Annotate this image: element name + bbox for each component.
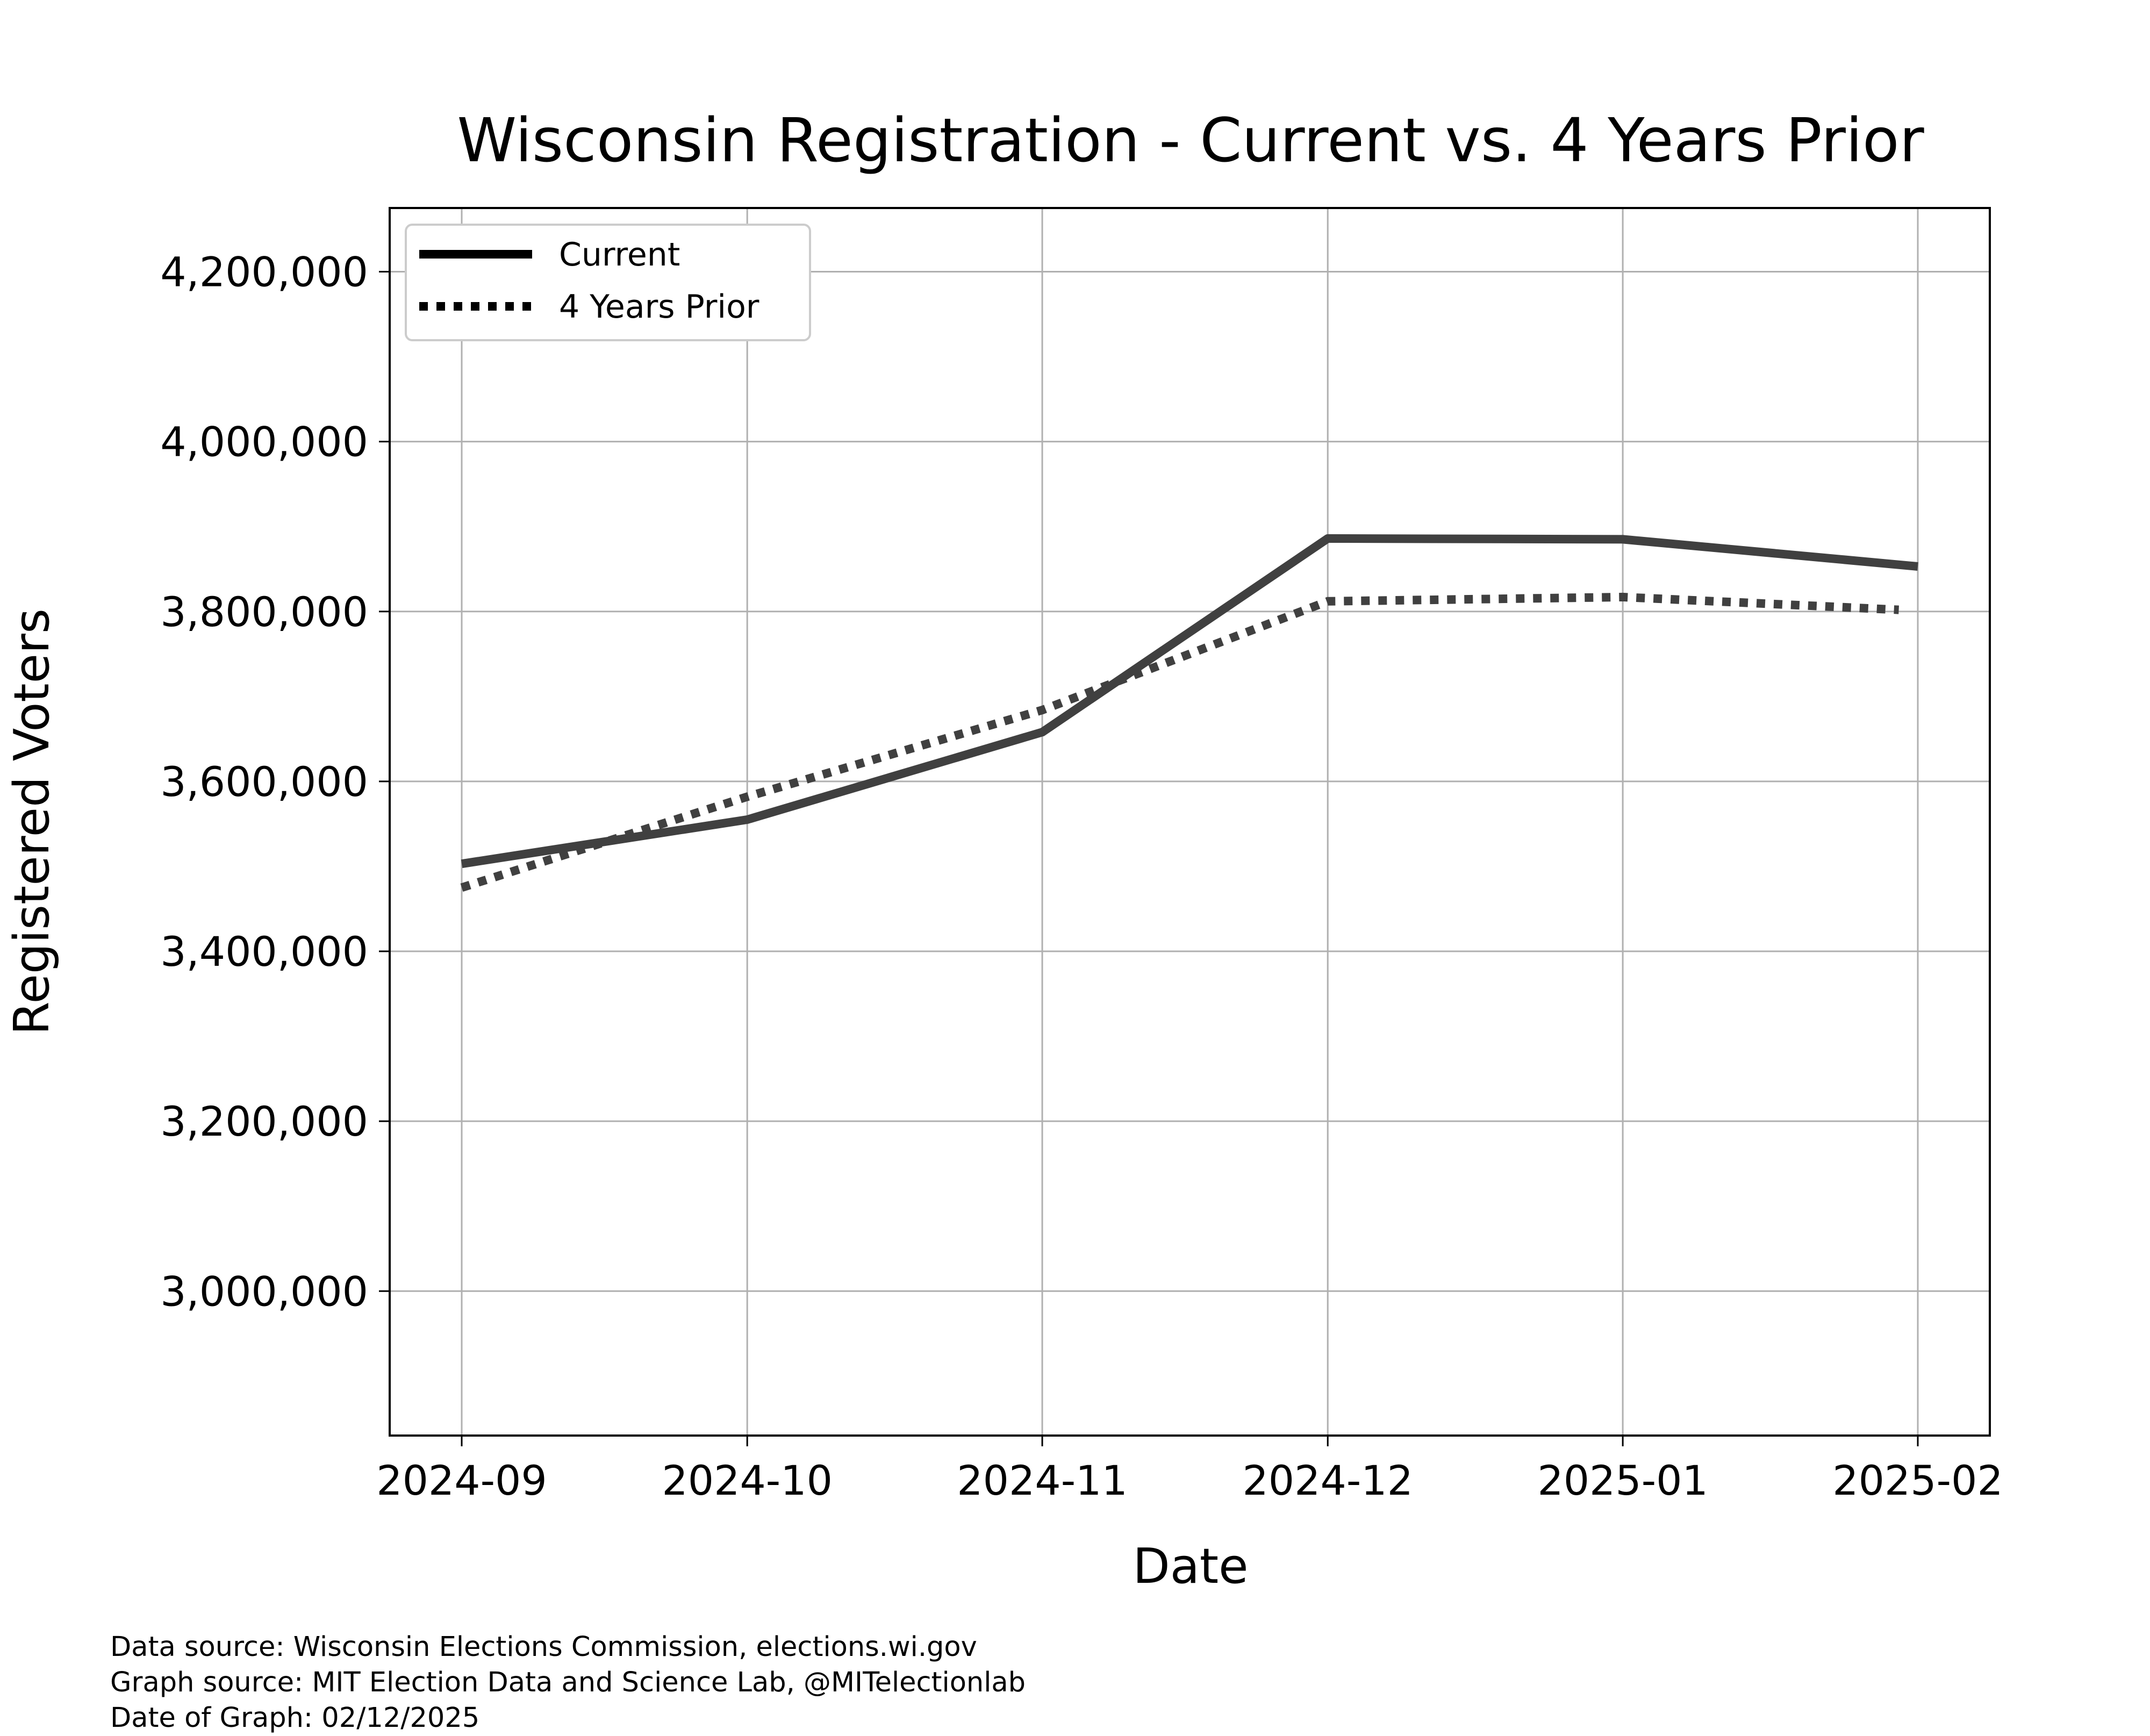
data-point-4-years-prior: [461, 886, 463, 888]
x-axis-ticks: 2024-09 2024-10 2024-11 2024-12 2025-01 2025-…: [376, 1436, 2003, 1504]
series-lines: [460, 534, 1919, 892]
data-point-current: [746, 819, 748, 821]
legend-label-4-years-prior: 4 Years Prior: [559, 288, 759, 326]
x-tick-label: 2025-01: [1537, 1457, 1708, 1504]
series-line-current: [461, 534, 1918, 869]
y-tick-label: 3,400,000: [160, 928, 368, 975]
x-tick-label: 2025-02: [1832, 1457, 2003, 1504]
data-point-4-years-prior: [1622, 596, 1624, 598]
chart-title: Wisconsin Registration - Current vs. 4 Y…: [457, 106, 1924, 176]
data-point-current: [1622, 538, 1624, 540]
footnotes: Data source: Wisconsin Elections Commiss…: [110, 1630, 1026, 1736]
x-tick-label: 2024-12: [1242, 1457, 1413, 1504]
data-source-note: Data source: Wisconsin Elections Commiss…: [110, 1631, 977, 1663]
x-tick-label: 2024-11: [957, 1457, 1128, 1504]
legend-label-current: Current: [559, 236, 680, 274]
x-tick-label: 2024-09: [376, 1457, 547, 1504]
y-tick-label: 4,200,000: [160, 248, 368, 296]
data-point-current: [461, 863, 463, 865]
data-point-4-years-prior: [1327, 600, 1329, 602]
data-point-4-years-prior: [1898, 609, 1900, 611]
graph-source-note: Graph source: MIT Election Data and Scie…: [110, 1667, 1026, 1698]
y-tick-label: 3,200,000: [160, 1097, 368, 1145]
x-axis-label: Date: [1133, 1538, 1248, 1595]
legend: Current 4 Years Prior: [405, 224, 811, 341]
grid: [390, 208, 1990, 1436]
y-tick-label: 3,000,000: [160, 1267, 368, 1315]
data-point-current: [1917, 565, 1919, 568]
data-point-4-years-prior: [746, 795, 748, 798]
series-line-4-years-prior: [460, 592, 1899, 892]
y-tick-label: 4,000,000: [160, 418, 368, 466]
y-tick-label: 3,800,000: [160, 588, 368, 636]
data-point-current: [1041, 731, 1043, 733]
graph-date-note: Date of Graph: 02/12/2025: [110, 1702, 480, 1734]
y-axis-ticks: 3,000,000 3,200,000 3,400,000 3,600,000 3,80…: [160, 248, 390, 1315]
data-point-current: [1327, 537, 1329, 540]
x-tick-label: 2024-10: [662, 1457, 833, 1504]
y-axis-label: Registered Voters: [4, 608, 60, 1035]
data-point-4-years-prior: [1041, 709, 1043, 711]
y-tick-label: 3,600,000: [160, 758, 368, 806]
plot-area: [389, 207, 1991, 1437]
